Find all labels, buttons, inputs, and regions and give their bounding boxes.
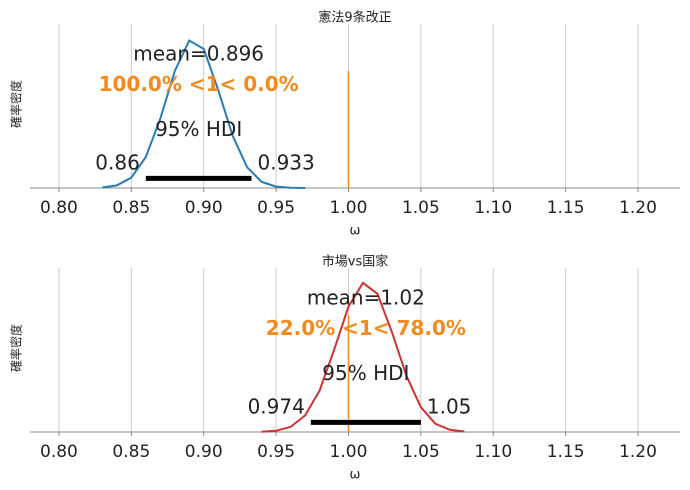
x-tick-label: 1.10 (474, 442, 512, 462)
x-tick-label: 0.90 (185, 442, 223, 462)
x-tick-label: 1.20 (619, 198, 657, 218)
hdi-high-label: 0.933 (257, 151, 314, 175)
x-tick-label: 0.95 (257, 198, 295, 218)
x-tick-label: 0.85 (112, 442, 150, 462)
mean-label: mean=1.02 (307, 286, 425, 310)
x-tick-label: 1.00 (330, 198, 368, 218)
y-axis-label: 確率密度 (9, 324, 24, 372)
x-tick-label: 0.80 (40, 198, 78, 218)
x-axis-label: ω (350, 468, 361, 483)
x-tick-label: 0.95 (257, 442, 295, 462)
x-tick-label: 1.15 (547, 442, 585, 462)
x-tick-label: 0.85 (112, 198, 150, 218)
x-tick-label: 1.00 (330, 442, 368, 462)
hdi-label: 95% HDI (322, 361, 409, 385)
x-axis-label: ω (350, 224, 361, 239)
hdi-label: 95% HDI (155, 117, 242, 141)
reference-label: 22.0% <1< 78.0% (266, 316, 466, 340)
hdi-low-label: 0.86 (95, 151, 140, 175)
y-axis-label: 確率密度 (9, 80, 24, 128)
x-tick-label: 0.90 (185, 198, 223, 218)
hdi-high-label: 1.05 (427, 395, 472, 419)
x-tick-label: 0.80 (40, 442, 78, 462)
hdi-low-label: 0.974 (248, 395, 305, 419)
chart-title: 市場vs国家 (322, 254, 388, 270)
density-curve (102, 39, 306, 189)
chart-title: 憲法9条改正 (318, 10, 391, 26)
x-tick-label: 1.05 (402, 198, 440, 218)
x-tick-label: 1.15 (547, 198, 585, 218)
density-curve (261, 281, 465, 433)
x-tick-label: 1.05 (402, 442, 440, 462)
x-tick-label: 1.10 (474, 198, 512, 218)
mean-label: mean=0.896 (133, 42, 264, 66)
reference-label: 100.0% <1< 0.0% (99, 72, 299, 96)
x-tick-label: 1.20 (619, 442, 657, 462)
